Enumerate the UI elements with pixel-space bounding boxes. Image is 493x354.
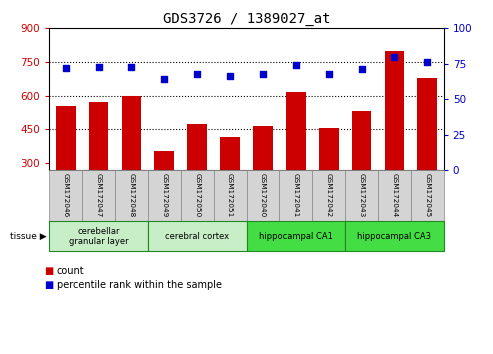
Text: GSM172044: GSM172044 xyxy=(391,173,397,218)
Bar xyxy=(253,126,273,170)
Text: GSM172041: GSM172041 xyxy=(293,173,299,218)
Bar xyxy=(56,106,75,170)
Text: GSM172043: GSM172043 xyxy=(358,173,364,218)
Point xyxy=(357,67,365,72)
Text: GSM172046: GSM172046 xyxy=(63,173,69,218)
Text: ■: ■ xyxy=(44,280,54,290)
Bar xyxy=(187,124,207,170)
Text: cerebellar
granular layer: cerebellar granular layer xyxy=(69,227,128,246)
Point xyxy=(160,76,168,82)
Bar xyxy=(418,78,437,170)
Bar xyxy=(89,103,108,170)
Text: count: count xyxy=(57,266,84,276)
Text: percentile rank within the sample: percentile rank within the sample xyxy=(57,280,222,290)
Bar xyxy=(319,129,339,170)
Point xyxy=(292,62,300,68)
Text: GSM172047: GSM172047 xyxy=(96,173,102,218)
Point xyxy=(128,64,136,69)
Text: GSM172042: GSM172042 xyxy=(326,173,332,218)
Bar xyxy=(122,96,141,170)
Title: GDS3726 / 1389027_at: GDS3726 / 1389027_at xyxy=(163,12,330,26)
Point xyxy=(226,74,234,79)
Text: tissue ▶: tissue ▶ xyxy=(10,232,47,241)
Text: GSM172045: GSM172045 xyxy=(424,173,430,218)
Text: hippocampal CA1: hippocampal CA1 xyxy=(259,232,333,241)
Bar xyxy=(352,112,371,170)
Point xyxy=(423,59,431,65)
Text: ■: ■ xyxy=(44,266,54,276)
Bar xyxy=(286,92,306,170)
Point xyxy=(259,71,267,76)
Text: GSM172051: GSM172051 xyxy=(227,173,233,218)
Bar xyxy=(220,137,240,170)
Point xyxy=(325,71,333,76)
Text: GSM172040: GSM172040 xyxy=(260,173,266,218)
Bar xyxy=(385,51,404,170)
Point xyxy=(95,64,103,69)
Point xyxy=(390,54,398,59)
Text: GSM172049: GSM172049 xyxy=(161,173,167,218)
Point xyxy=(62,65,70,71)
Text: GSM172050: GSM172050 xyxy=(194,173,200,218)
Text: cerebral cortex: cerebral cortex xyxy=(165,232,229,241)
Bar xyxy=(154,151,174,170)
Text: hippocampal CA3: hippocampal CA3 xyxy=(357,232,431,241)
Point xyxy=(193,71,201,76)
Text: GSM172048: GSM172048 xyxy=(129,173,135,218)
